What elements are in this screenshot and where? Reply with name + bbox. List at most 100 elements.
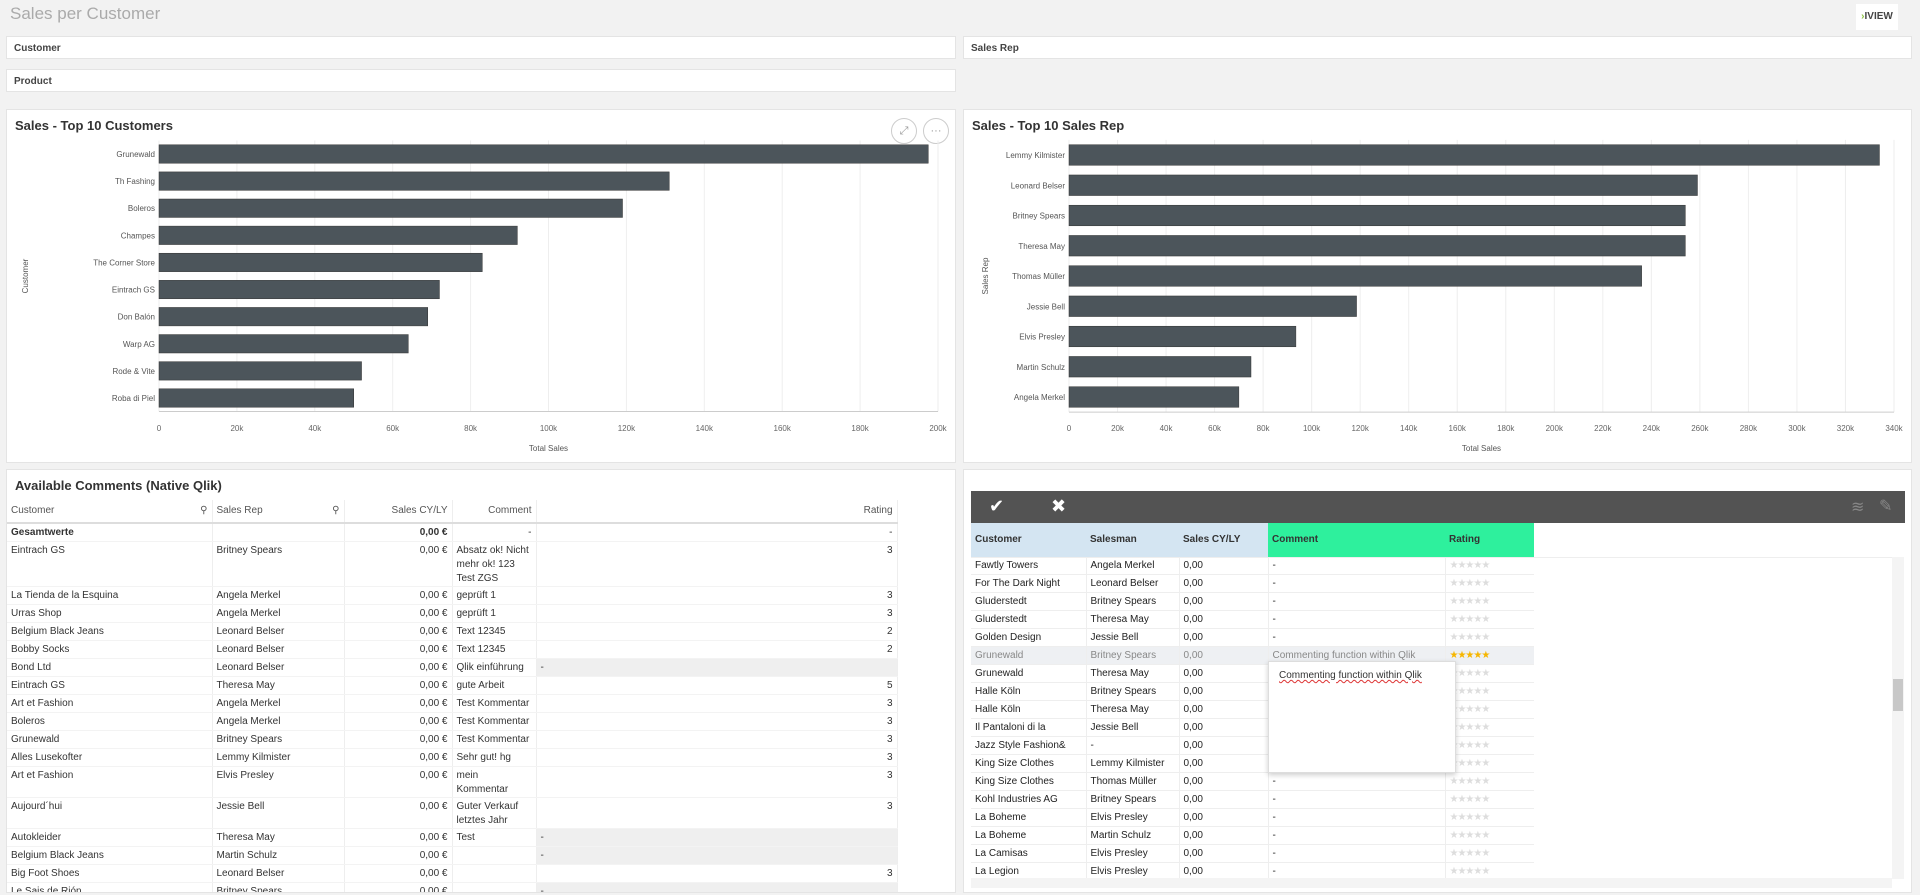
cell-rating[interactable]: ★★★★★ <box>1445 808 1534 827</box>
scrollbar-thumb[interactable] <box>1893 679 1903 711</box>
star-rating-icon[interactable]: ★★★★★ <box>1449 830 1491 841</box>
table-row[interactable]: Boleros Angela Merkel 0,00 € Test Kommentar… <box>7 712 898 731</box>
table-row[interactable]: La Legion Elvis Presley 0,00- ★★★★★ <box>971 862 1534 878</box>
search-icon[interactable]: ⚲ <box>200 505 208 516</box>
table-row[interactable]: Bond Ltd Leonard Belser 0,00 € Qlik einführ… <box>7 658 898 677</box>
table-row[interactable]: Gluderstedt Britney Spears 0,00- ★★★★★ <box>971 592 1534 611</box>
cell-rating[interactable]: ★★★★★ <box>1445 610 1534 629</box>
cell-comment[interactable]: - <box>1268 574 1446 593</box>
cell-rating[interactable]: ★★★★★ <box>1445 628 1534 647</box>
cell-rating[interactable]: ★★★★★ <box>1445 790 1534 809</box>
table-row[interactable]: Autokleider Theresa May 0,00 € Test - <box>7 828 898 847</box>
table-row[interactable]: For The Dark Night Leonard Belser 0,00- ★★★… <box>971 574 1534 593</box>
vertical-scrollbar[interactable] <box>1892 557 1904 879</box>
cell-rating[interactable]: ★★★★★ <box>1445 557 1534 575</box>
star-rating-icon[interactable]: ★★★★★ <box>1449 632 1491 643</box>
table-row[interactable]: Eintrach GS Theresa May 0,00 € gute Arbeit 5 <box>7 676 898 695</box>
star-rating-icon[interactable]: ★★★★★ <box>1449 794 1491 805</box>
table-row[interactable]: Le Sais de Rión Britney Spears 0,00 € - <box>7 882 898 892</box>
cell-comment[interactable]: - <box>1268 808 1446 827</box>
cell-rating[interactable]: ★★★★★ <box>1445 700 1534 719</box>
star-rating-icon[interactable]: ★★★★★ <box>1449 650 1491 661</box>
cell-rating[interactable]: ★★★★★ <box>1445 592 1534 611</box>
cell-comment[interactable]: - <box>1268 592 1446 611</box>
table-row[interactable]: Gluderstedt Theresa May 0,00- ★★★★★ <box>971 610 1534 629</box>
comment-edit-popup[interactable]: Commenting function within Qlik <box>1268 661 1456 773</box>
cell-rating[interactable]: ★★★★★ <box>1445 664 1534 683</box>
table-row[interactable]: Golden Design Jessie Bell 0,00- ★★★★★ <box>971 628 1534 647</box>
col-sales[interactable]: Sales CY/LY <box>1179 523 1268 557</box>
col-customer[interactable]: Customer ⚲ <box>7 500 213 524</box>
table-row[interactable]: La Camisas Elvis Presley 0,00- ★★★★★ <box>971 844 1534 863</box>
cell-rating[interactable]: ★★★★★ <box>1445 646 1534 665</box>
table-row[interactable]: Fawtly Towers Angela Merkel 0,00- ★★★★★ <box>971 557 1534 575</box>
table-row[interactable]: Art et Fashion Elvis Presley 0,00 € mein Ko… <box>7 766 898 798</box>
star-rating-icon[interactable]: ★★★★★ <box>1449 614 1491 625</box>
expand-icon[interactable]: ⤢ <box>891 118 917 144</box>
star-rating-icon[interactable]: ★★★★★ <box>1449 740 1491 751</box>
star-rating-icon[interactable]: ★★★★★ <box>1449 668 1491 679</box>
table-row[interactable]: Big Foot Shoes Leonard Belser 0,00 € 3 <box>7 864 898 883</box>
col-sales-rep[interactable]: Sales Rep ⚲ <box>212 500 345 524</box>
cell-rating[interactable]: ★★★★★ <box>1445 736 1534 755</box>
popup-text[interactable]: Commenting function within Qlik <box>1279 670 1422 681</box>
table-row[interactable]: Art et Fashion Angela Merkel 0,00 € Test Ko… <box>7 694 898 713</box>
cell-comment[interactable]: - <box>1268 790 1446 809</box>
cell-comment[interactable]: - <box>1268 826 1446 845</box>
table-row[interactable]: King Size Clothes Thomas Müller 0,00- ★★★★★ <box>971 772 1534 791</box>
edit-icon[interactable]: ✎ <box>1879 498 1893 515</box>
col-rating[interactable]: Rating <box>1445 523 1534 557</box>
cell-comment[interactable]: - <box>1268 862 1446 878</box>
table-row[interactable]: Bobby Socks Leonard Belser 0,00 € Text 1234… <box>7 640 898 659</box>
col-sales[interactable]: Sales CY/LY <box>344 500 453 524</box>
cell-comment[interactable]: - <box>1268 610 1446 629</box>
col-comment[interactable]: Comment <box>1268 523 1445 557</box>
filter-customer[interactable]: Customer <box>6 36 956 59</box>
cell-comment[interactable]: Commenting function within Qlik <box>1268 646 1446 665</box>
star-rating-icon[interactable]: ★★★★★ <box>1449 722 1491 733</box>
table-row[interactable]: La Tienda de la Esquina Angela Merkel 0,00… <box>7 586 898 605</box>
cell-rating[interactable]: ★★★★★ <box>1445 754 1534 773</box>
star-rating-icon[interactable]: ★★★★★ <box>1449 578 1491 589</box>
table-row[interactable]: La Boheme Martin Schulz 0,00- ★★★★★ <box>971 826 1534 845</box>
cell-rating[interactable]: ★★★★★ <box>1445 772 1534 791</box>
star-rating-icon[interactable]: ★★★★★ <box>1449 596 1491 607</box>
star-rating-icon[interactable]: ★★★★★ <box>1449 866 1491 877</box>
star-rating-icon[interactable]: ★★★★★ <box>1449 560 1491 571</box>
star-rating-icon[interactable]: ★★★★★ <box>1449 758 1491 769</box>
col-rating[interactable]: Rating <box>536 500 898 524</box>
cell-comment[interactable]: - <box>1268 557 1446 575</box>
cell-rating[interactable]: ★★★★★ <box>1445 862 1534 878</box>
col-comment[interactable]: Comment <box>452 500 537 524</box>
table-row[interactable]: Grunewald Britney Spears 0,00 € Test Kommen… <box>7 730 898 749</box>
col-salesman[interactable]: Salesman <box>1086 523 1179 557</box>
star-rating-icon[interactable]: ★★★★★ <box>1449 812 1491 823</box>
col-customer[interactable]: Customer <box>971 523 1086 557</box>
cell-comment[interactable]: - <box>1268 628 1446 647</box>
table-row[interactable]: Aujourd´hui Jessie Bell 0,00 € Guter Verkau… <box>7 797 898 829</box>
table-row[interactable]: Alles Lusekofter Lemmy Kilmister 0,00 € Seh… <box>7 748 898 767</box>
cell-rating[interactable]: ★★★★★ <box>1445 718 1534 737</box>
filter-product[interactable]: Product <box>6 69 956 92</box>
cell-rating[interactable]: ★★★★★ <box>1445 682 1534 701</box>
cell-comment[interactable]: - <box>1268 772 1446 791</box>
table-row[interactable]: Belgium Black Jeans Leonard Belser 0,00 € T… <box>7 622 898 641</box>
table-row[interactable]: Jazz Style Fashion&-0,00-★★★★★ <box>971 736 1534 755</box>
table-row[interactable]: Eintrach GS Britney Spears 0,00 € Absatz ok… <box>7 541 898 587</box>
search-icon[interactable]: ⚲ <box>332 505 340 516</box>
layers-icon[interactable]: ≋ <box>1851 499 1865 516</box>
filter-sales-rep[interactable]: Sales Rep <box>963 36 1912 59</box>
cell-comment[interactable]: - <box>1268 844 1446 863</box>
star-rating-icon[interactable]: ★★★★★ <box>1449 686 1491 697</box>
star-rating-icon[interactable]: ★★★★★ <box>1449 848 1491 859</box>
more-options-icon[interactable]: ··· <box>923 118 949 144</box>
table-row[interactable]: Grunewald Britney Spears 0,00 Commenting fu… <box>971 646 1534 665</box>
table-row[interactable]: La Boheme Elvis Presley 0,00- ★★★★★ <box>971 808 1534 827</box>
cell-rating[interactable]: ★★★★★ <box>1445 844 1534 863</box>
table-row[interactable]: Belgium Black Jeans Martin Schulz 0,00 € - <box>7 846 898 865</box>
confirm-check-icon[interactable]: ✔ <box>989 496 1005 516</box>
cancel-x-icon[interactable]: ✖ <box>1051 496 1067 516</box>
horizontal-scrollbar[interactable] <box>971 878 1892 888</box>
star-rating-icon[interactable]: ★★★★★ <box>1449 704 1491 715</box>
